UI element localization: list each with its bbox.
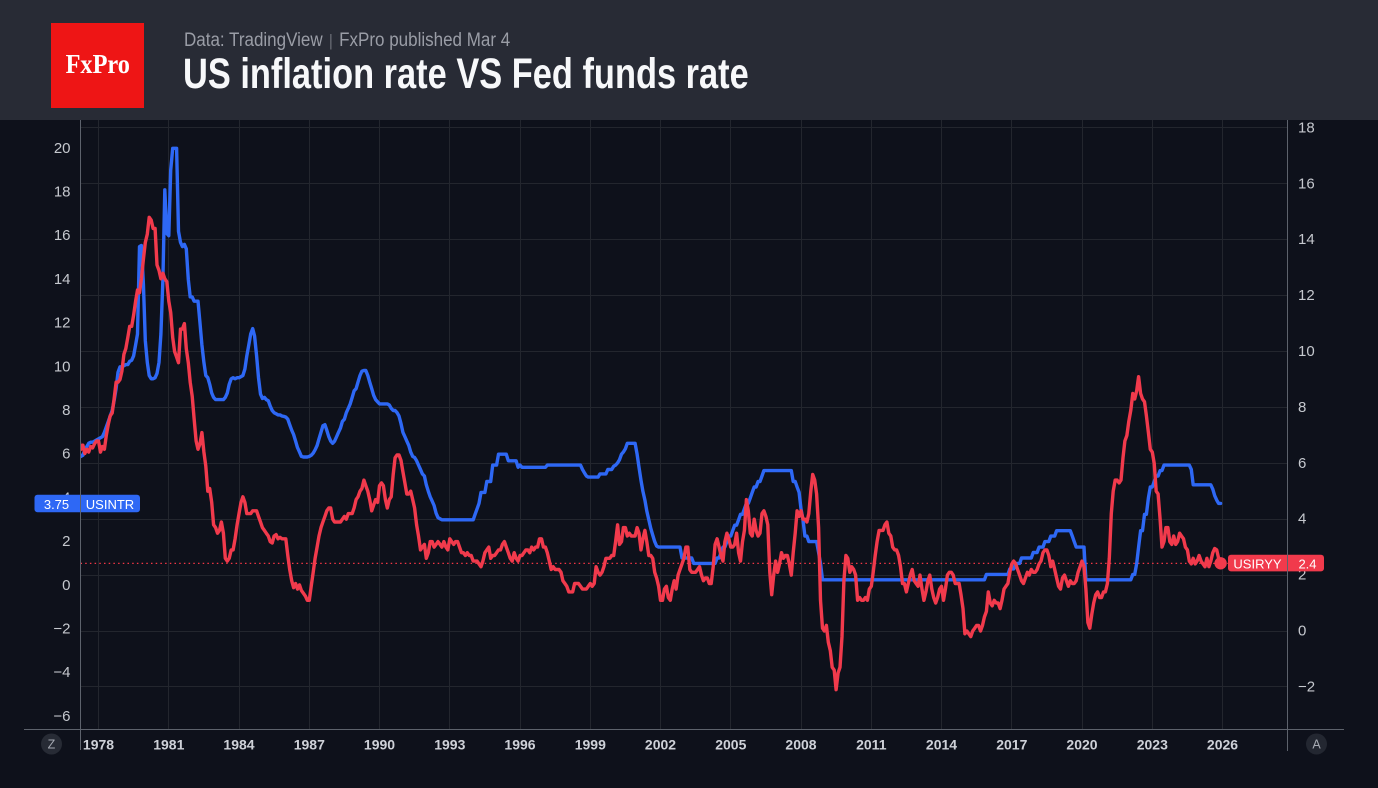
- svg-text:2002: 2002: [645, 737, 676, 753]
- svg-text:−4: −4: [53, 664, 70, 681]
- svg-text:1978: 1978: [83, 737, 114, 753]
- svg-text:2.4: 2.4: [1298, 557, 1316, 572]
- svg-text:1990: 1990: [364, 737, 395, 753]
- svg-text:3.75: 3.75: [44, 497, 69, 512]
- svg-text:8: 8: [62, 402, 70, 419]
- svg-text:1996: 1996: [504, 737, 535, 753]
- svg-text:1981: 1981: [153, 737, 184, 753]
- svg-text:1999: 1999: [575, 737, 606, 753]
- svg-text:16: 16: [54, 227, 71, 244]
- svg-text:20: 20: [54, 140, 71, 157]
- svg-text:1984: 1984: [223, 737, 254, 753]
- svg-text:2: 2: [1298, 567, 1306, 584]
- svg-text:2005: 2005: [715, 737, 746, 753]
- svg-text:−2: −2: [53, 621, 70, 638]
- svg-text:16: 16: [1298, 175, 1315, 192]
- svg-text:10: 10: [54, 358, 71, 375]
- svg-text:12: 12: [1298, 287, 1315, 304]
- svg-text:2: 2: [62, 533, 70, 550]
- svg-text:14: 14: [54, 271, 71, 288]
- svg-text:2014: 2014: [926, 737, 957, 753]
- svg-text:2020: 2020: [1066, 737, 1097, 753]
- svg-text:0: 0: [1298, 623, 1306, 640]
- svg-text:12: 12: [54, 315, 71, 332]
- svg-text:6: 6: [1298, 455, 1306, 472]
- svg-text:A: A: [1312, 738, 1321, 752]
- svg-text:14: 14: [1298, 231, 1315, 248]
- svg-text:2026: 2026: [1207, 737, 1238, 753]
- svg-text:1993: 1993: [434, 737, 465, 753]
- svg-text:2008: 2008: [785, 737, 816, 753]
- svg-text:1987: 1987: [294, 737, 325, 753]
- svg-text:18: 18: [54, 184, 71, 201]
- svg-text:18: 18: [1298, 119, 1315, 136]
- svg-text:10: 10: [1298, 343, 1315, 360]
- svg-text:8: 8: [1298, 399, 1306, 416]
- svg-text:6: 6: [62, 446, 70, 463]
- svg-text:USINTR: USINTR: [86, 497, 134, 512]
- svg-text:2023: 2023: [1137, 737, 1168, 753]
- svg-text:USIRYY: USIRYY: [1233, 557, 1281, 572]
- svg-text:2017: 2017: [996, 737, 1027, 753]
- svg-text:0: 0: [62, 577, 70, 594]
- svg-text:4: 4: [1298, 511, 1306, 528]
- svg-text:Z: Z: [48, 738, 56, 752]
- svg-text:−6: −6: [53, 708, 70, 725]
- svg-text:−2: −2: [1298, 678, 1315, 695]
- svg-text:2011: 2011: [856, 737, 887, 753]
